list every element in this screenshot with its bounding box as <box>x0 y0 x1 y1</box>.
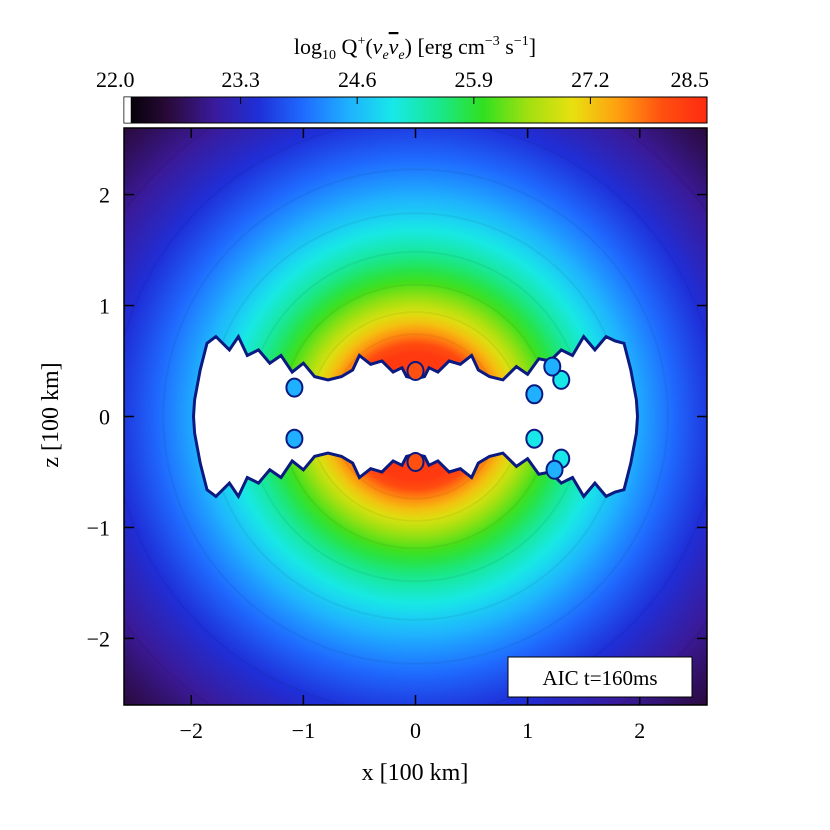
x-tick-label: −2 <box>180 718 203 743</box>
colorbar-tick-labels: 22.0 23.3 24.6 25.9 27.2 28.5 <box>96 67 709 92</box>
colorbar-tick-label: 24.6 <box>338 67 377 92</box>
cavity-blob <box>285 377 304 398</box>
cavity-blob <box>525 428 544 449</box>
cavity-blob <box>543 356 562 377</box>
y-tick-label: −2 <box>87 626 110 651</box>
y-tick-label: 2 <box>99 183 110 208</box>
y-tick-label: 1 <box>99 294 110 319</box>
x-tick-label: −1 <box>292 718 315 743</box>
x-axis-tick-labels: −2 −1 0 1 2 <box>180 718 646 743</box>
x-tick-label: 0 <box>410 718 421 743</box>
x-tick-label: 1 <box>522 718 533 743</box>
x-tick-label: 2 <box>634 718 645 743</box>
colorbar-underflow <box>123 96 132 124</box>
colorbar-tick-label: 28.5 <box>671 67 710 92</box>
colorbar-tick-label: 27.2 <box>571 67 610 92</box>
y-axis-ticks <box>124 193 707 640</box>
colorbar <box>123 96 708 124</box>
field-contour <box>162 168 669 665</box>
y-axis-label: z [100 km] <box>38 362 64 467</box>
colorbar-tick-label: 23.3 <box>221 67 260 92</box>
cavity-blob <box>406 361 425 382</box>
y-tick-label: −1 <box>87 515 110 540</box>
plot-area <box>124 128 707 705</box>
cavity-blob <box>545 459 564 480</box>
colorbar-tick-label: 22.0 <box>96 67 135 92</box>
cavity-blobs <box>285 356 571 480</box>
colorbar-label: log10 Q+(νeνe) [erg cm−3 s−1] <box>294 34 536 63</box>
y-axis-tick-labels: −2 −1 0 1 2 <box>87 183 110 652</box>
colorbar-ticks <box>123 96 708 124</box>
y-tick-label: 0 <box>99 405 110 430</box>
cavity-blob <box>406 451 425 472</box>
cavity-blob <box>285 428 304 449</box>
white-cavity <box>191 333 640 500</box>
x-axis-label: x [100 km] <box>362 760 469 786</box>
cavity-blob <box>552 369 571 390</box>
cavity-blob <box>525 384 544 405</box>
time-annotation: AIC t=160ms <box>507 656 693 698</box>
time-annotation-box <box>507 656 693 698</box>
colorbar-tick-label: 25.9 <box>455 67 494 92</box>
time-annotation-text: AIC t=160ms <box>542 666 657 690</box>
